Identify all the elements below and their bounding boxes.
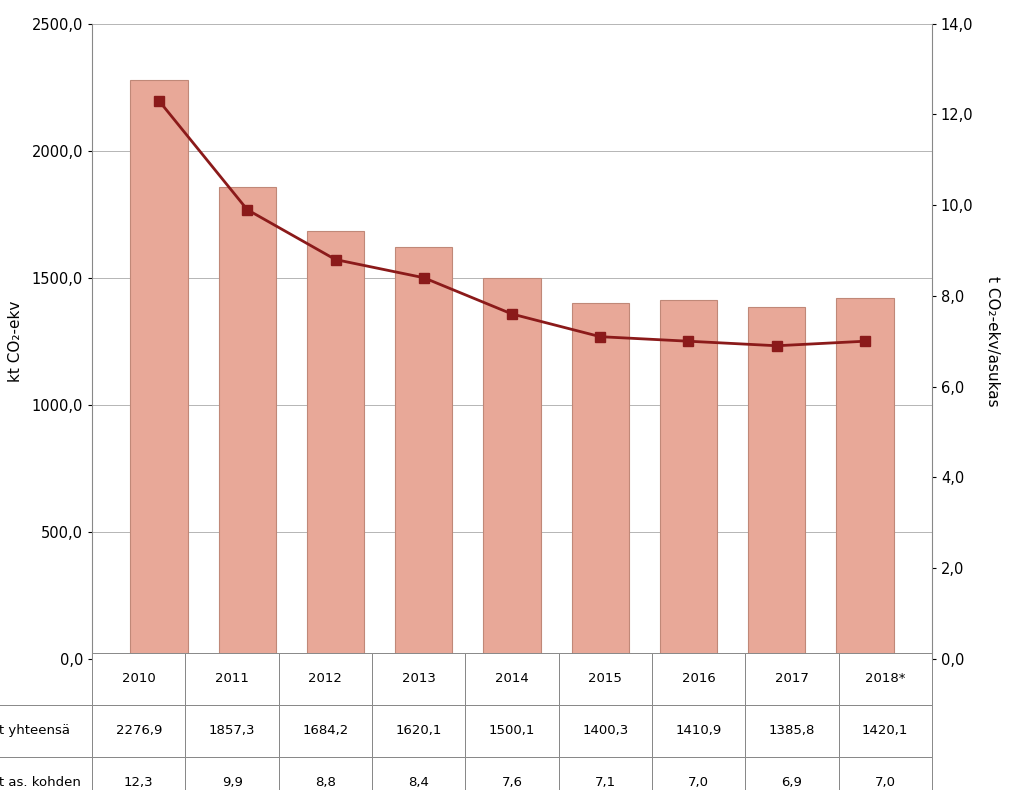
Bar bbox=[837, 298, 894, 659]
Bar bbox=[483, 278, 541, 659]
Bar bbox=[218, 187, 275, 659]
Bar bbox=[659, 300, 717, 659]
Y-axis label: t CO₂-ekv/asukas: t CO₂-ekv/asukas bbox=[985, 276, 999, 407]
Bar bbox=[130, 81, 187, 659]
Y-axis label: kt CO₂-ekv: kt CO₂-ekv bbox=[8, 300, 24, 382]
Bar bbox=[749, 307, 806, 659]
Bar bbox=[307, 231, 365, 659]
Bar bbox=[395, 247, 453, 659]
Bar bbox=[571, 303, 629, 659]
